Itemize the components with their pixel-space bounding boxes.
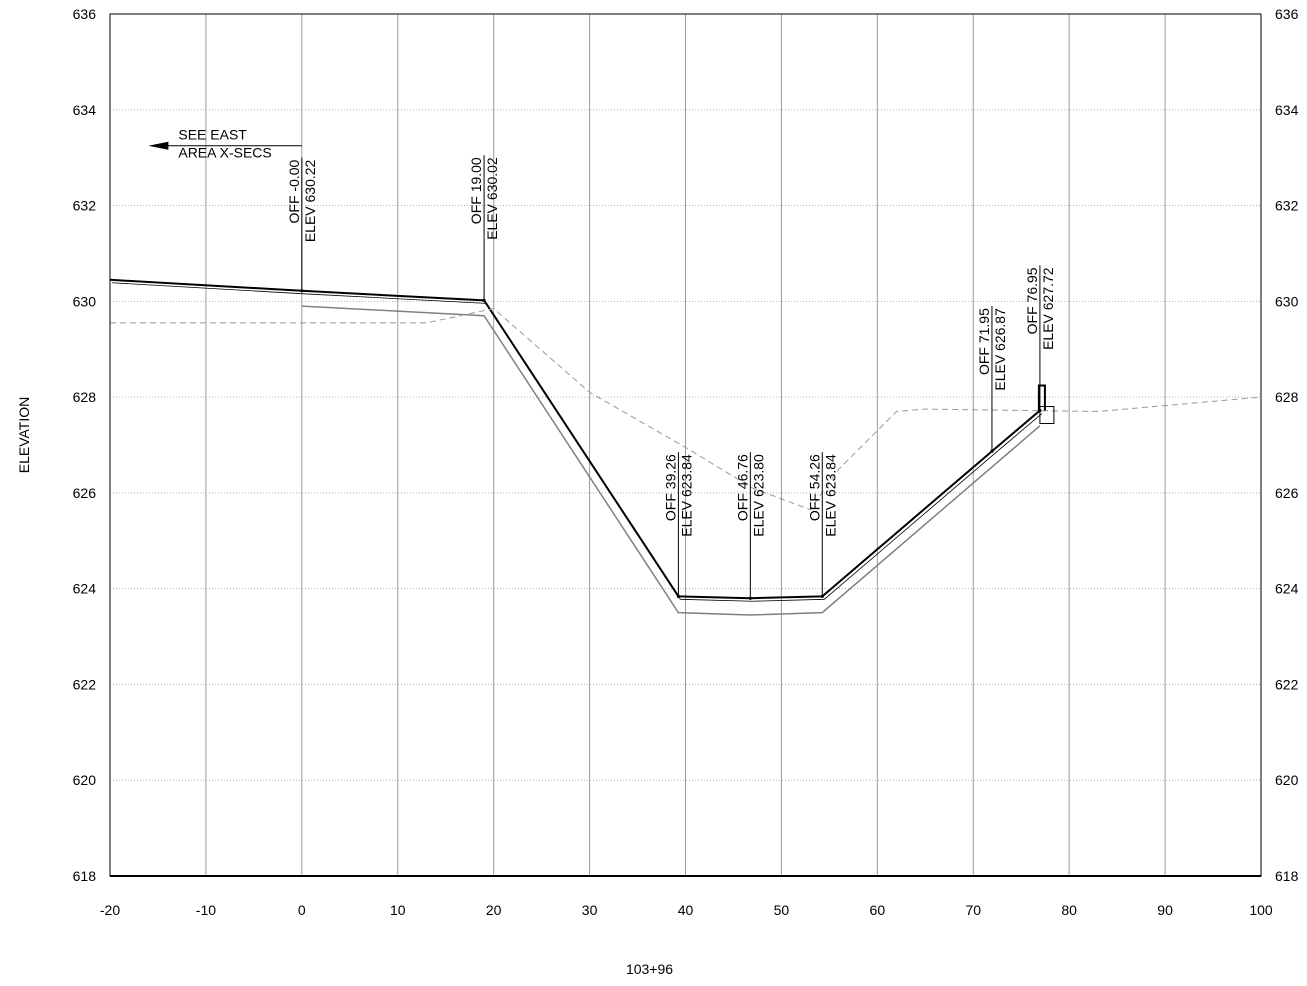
y-tick-label-right: 624 (1275, 581, 1299, 597)
callout-offset-label: OFF -0.00 (286, 159, 302, 223)
callout-offset-label: OFF 39.26 (662, 454, 678, 521)
x-tick-label: 30 (582, 902, 598, 918)
x-tick-label: 20 (486, 902, 502, 918)
series-line-subgrade (301, 305, 1041, 616)
y-tick-label-right: 622 (1275, 676, 1299, 692)
callout-point (1038, 408, 1042, 413)
series-layer (109, 278, 1262, 616)
x-tick-label: 90 (1157, 902, 1173, 918)
y-tick-label-right: 626 (1275, 485, 1299, 501)
callout-point (300, 289, 304, 293)
x-tick-label: 100 (1249, 902, 1273, 918)
y-tick-label-right: 632 (1275, 198, 1299, 214)
plot-frame (109, 13, 1262, 877)
callout-point (748, 596, 752, 600)
x-axis-label: 103+96 (626, 961, 673, 977)
annotation-text-line: SEE EAST (178, 127, 247, 143)
annotation-arrow-head (148, 141, 169, 150)
tick-layer: -20 -10 0 10 20 30 40 50 60 70 80 90 100 618 618 620 620… (73, 6, 1299, 918)
x-tick-label: 80 (1061, 902, 1077, 918)
x-tick-label: -20 (100, 902, 120, 918)
y-tick-label-left: 630 (73, 293, 97, 309)
y-tick-label-left: 632 (73, 198, 97, 214)
annotation-text-line: AREA X-SECS (178, 145, 271, 161)
x-tick-label: 50 (774, 902, 790, 918)
callout-offset-label: OFF 54.26 (806, 454, 822, 521)
y-axis-label: ELEVATION (16, 397, 32, 474)
callout-elevation-label: ELEV 623.84 (822, 454, 838, 537)
y-tick-label-right: 618 (1275, 868, 1299, 884)
callout-elevation-label: ELEV 626.87 (992, 308, 1008, 391)
callout-offset-label: OFF 71.95 (976, 308, 992, 375)
curb-box (1039, 406, 1055, 425)
y-tick-label-left: 622 (73, 676, 97, 692)
callout-elevation-label: ELEV 630.02 (484, 157, 500, 240)
x-tick-label: 0 (298, 902, 306, 918)
series-line-existing-ground (110, 307, 1262, 511)
y-tick-label-left: 624 (73, 581, 97, 597)
curb-symbol (1037, 384, 1046, 411)
callout-point (990, 449, 994, 453)
callout-elevation-label: ELEV 630.22 (302, 159, 318, 242)
y-tick-label-right: 630 (1275, 293, 1299, 309)
callout-elevation-label: ELEV 623.80 (750, 454, 766, 537)
annotation-layer: SEE EAST AREA X-SECS (148, 127, 302, 161)
y-tick-label-left: 620 (73, 772, 97, 788)
y-tick-label-left: 634 (73, 102, 97, 118)
callout-point (482, 298, 486, 302)
y-tick-label-left: 618 (73, 868, 97, 884)
x-tick-label: 60 (870, 902, 886, 918)
grid-layer (110, 14, 1261, 877)
callout-point (820, 594, 824, 598)
y-tick-label-right: 634 (1275, 102, 1299, 118)
callout-elevation-label: ELEV 623.84 (678, 454, 694, 537)
callout-offset-label: OFF 19.00 (468, 157, 484, 224)
series-line-proposed-finish-grade (109, 278, 1041, 600)
x-tick-label: 10 (390, 902, 406, 918)
callout-point (676, 594, 681, 598)
x-tick-label: -10 (196, 902, 216, 918)
x-tick-label: 70 (965, 902, 981, 918)
callout-offset-label: OFF 76.95 (1024, 267, 1040, 334)
callout-elevation-label: ELEV 627.72 (1040, 267, 1056, 350)
x-tick-label: 40 (678, 902, 694, 918)
callout-layer: OFF -0.00 ELEV 630.22 OFF 19.00 ELEV 630.02… (286, 155, 1056, 600)
callout-offset-label: OFF 46.76 (734, 454, 750, 521)
y-tick-label-left: 636 (73, 6, 97, 22)
y-tick-label-left: 628 (73, 389, 97, 405)
y-tick-label-right: 628 (1275, 389, 1299, 405)
series-line-proposed-finish-grade-inner (111, 282, 1043, 602)
y-tick-label-right: 636 (1275, 6, 1299, 22)
y-tick-label-left: 626 (73, 485, 97, 501)
y-tick-label-right: 620 (1275, 772, 1299, 788)
